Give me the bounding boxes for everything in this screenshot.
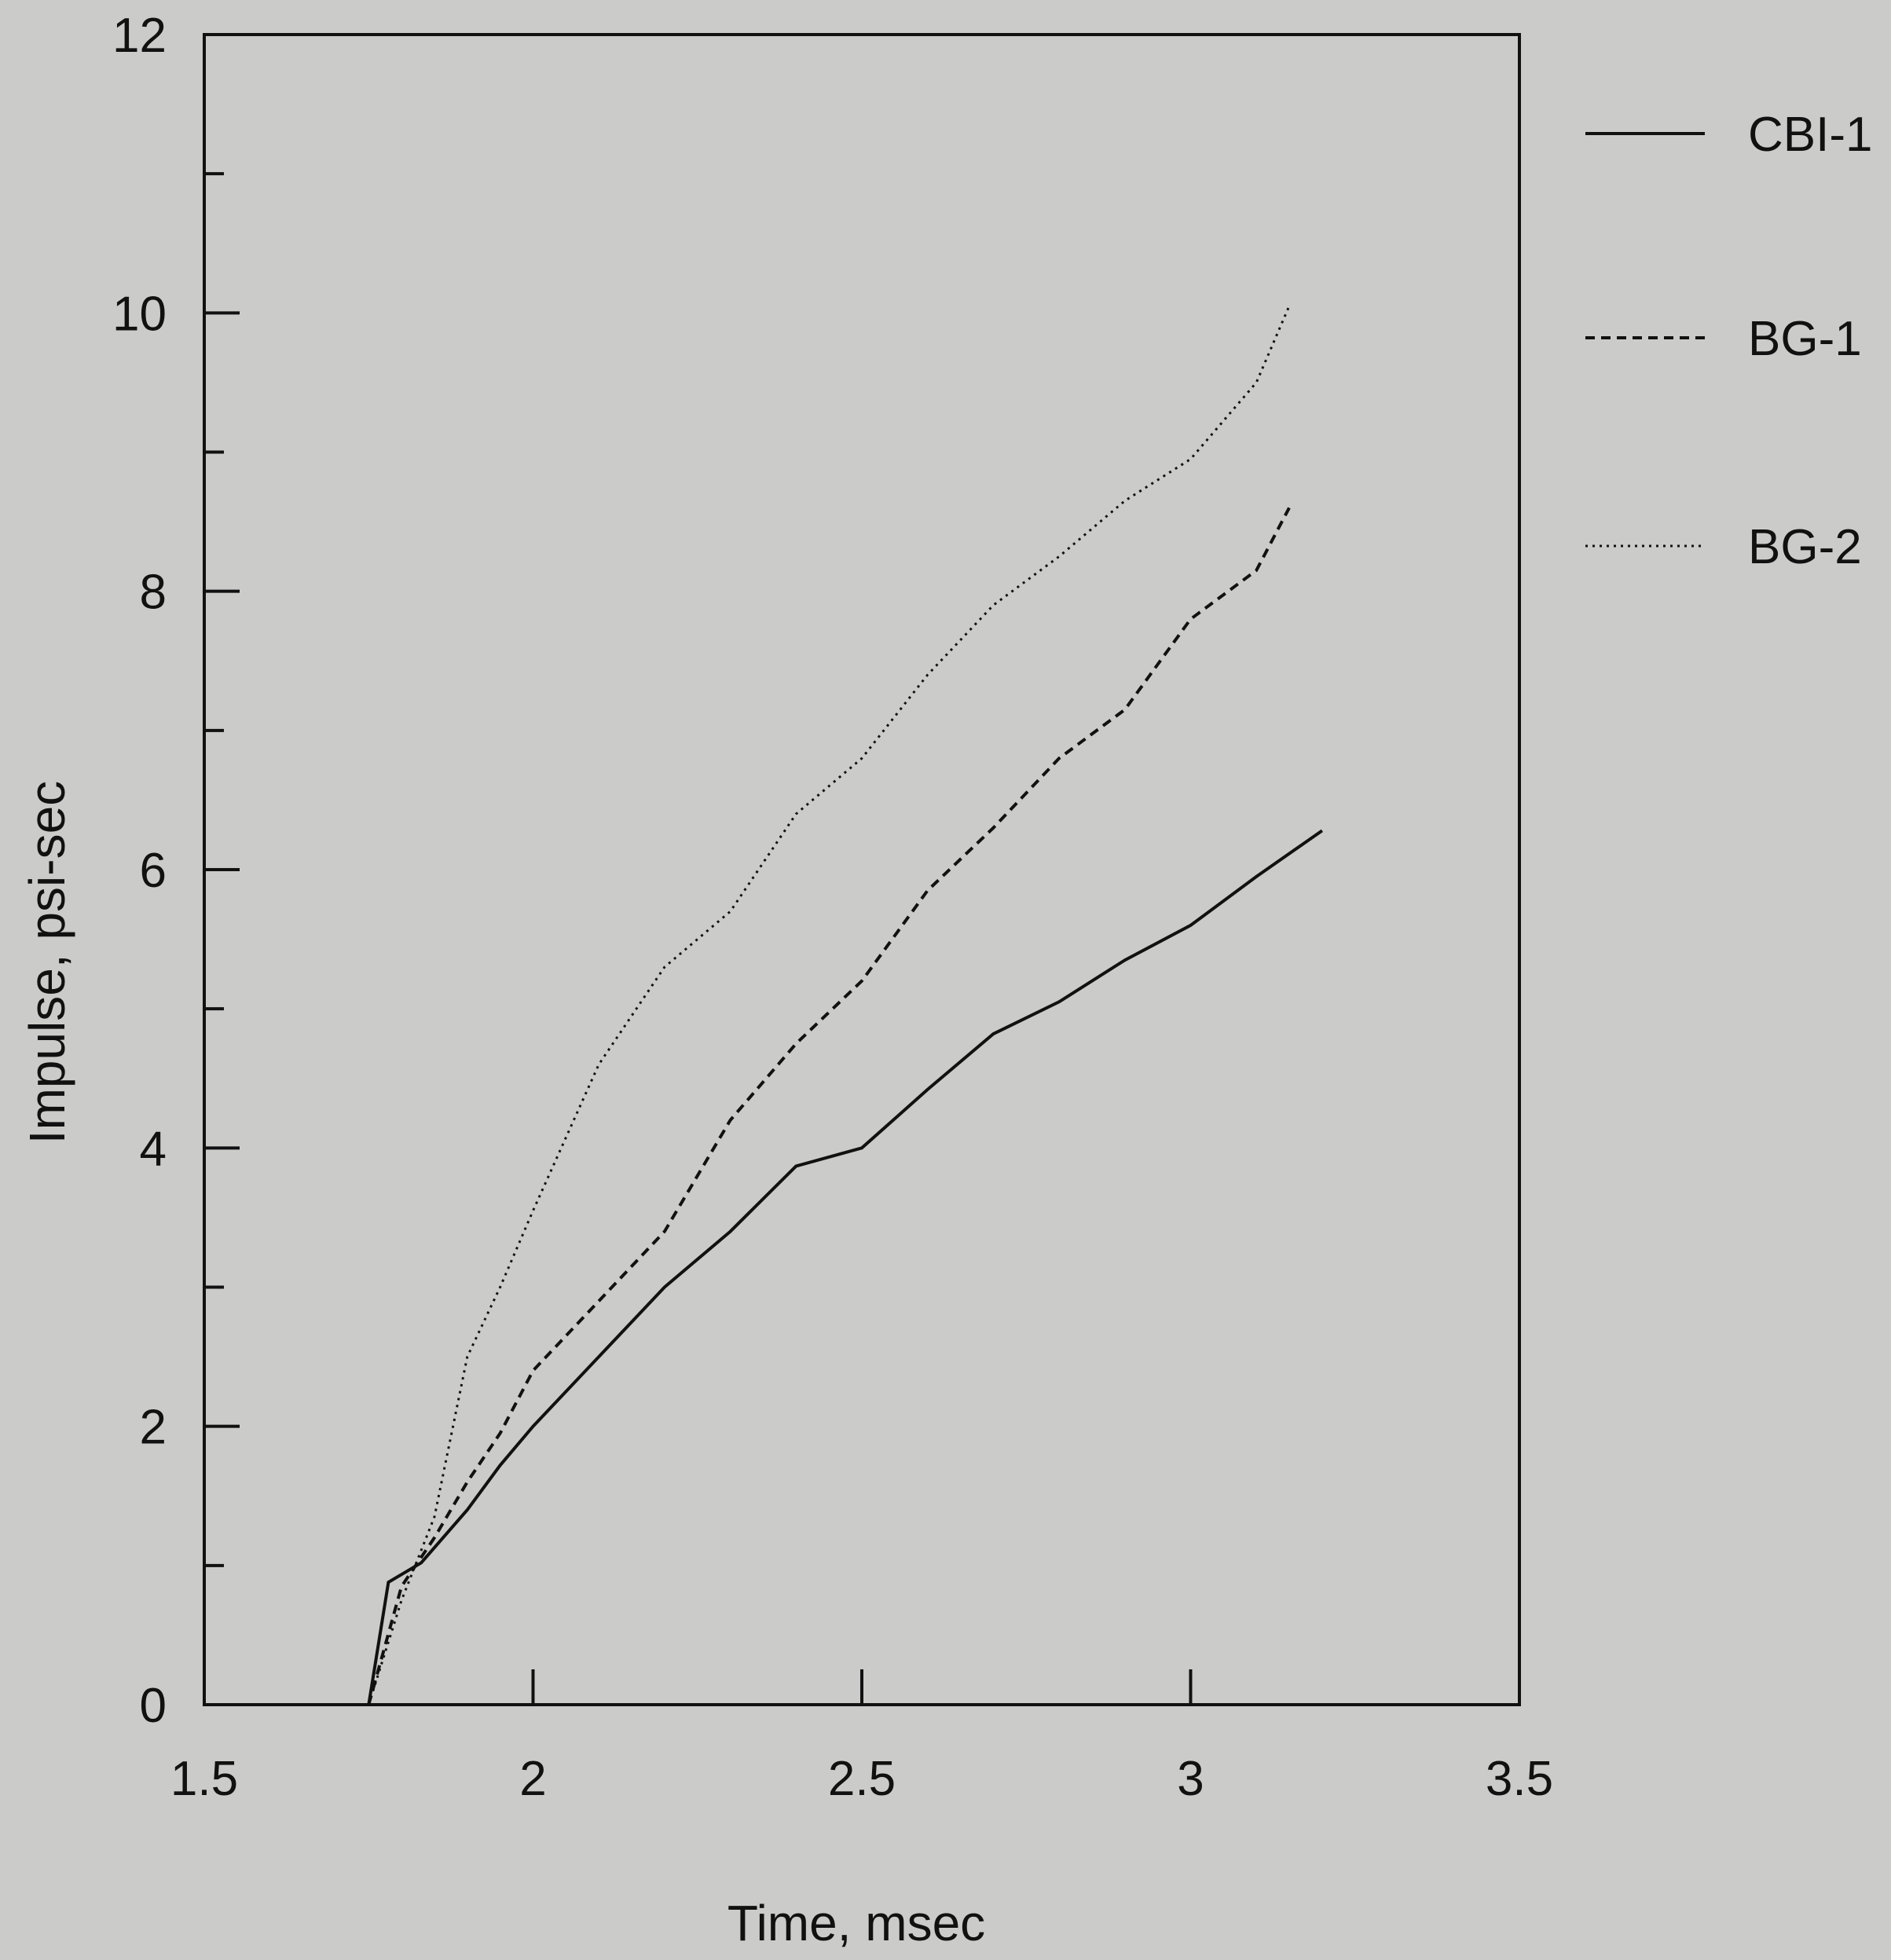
x-tick-label: 1.5 <box>170 1752 238 1806</box>
y-axis-ticks: 0 2 4 6 8 10 12 <box>112 9 240 1733</box>
legend: CBI-1 BG-1 BG-2 <box>1585 108 1872 574</box>
y-axis-label: Impulse, psi-sec <box>19 781 75 1144</box>
legend-label-bg-2: BG-2 <box>1748 520 1862 574</box>
x-tick-label: 3 <box>1177 1752 1204 1806</box>
y-tick-label: 6 <box>140 844 167 898</box>
x-axis-label: Time, msec <box>727 1895 985 1951</box>
y-tick-label: 8 <box>140 566 167 620</box>
legend-label-bg-1: BG-1 <box>1748 312 1862 366</box>
y-tick-label: 10 <box>112 287 167 341</box>
series-layer <box>367 305 1324 1705</box>
y-tick-label: 2 <box>140 1401 167 1455</box>
series-line-bg-1 <box>367 507 1291 1705</box>
x-tick-label: 2.5 <box>828 1752 896 1806</box>
x-axis-ticks: 1.5 2 2.5 3 3.5 <box>170 1669 1553 1806</box>
series-line-cbi-1 <box>367 829 1324 1705</box>
y-tick-label: 12 <box>112 9 167 63</box>
y-tick-label: 4 <box>140 1122 167 1176</box>
legend-label-cbi-1: CBI-1 <box>1748 108 1872 162</box>
y-tick-label: 0 <box>140 1679 167 1733</box>
x-tick-label: 3.5 <box>1486 1752 1553 1806</box>
plot-area-frame <box>203 33 1521 1706</box>
x-tick-label: 2 <box>519 1752 546 1806</box>
series-line-bg-2 <box>367 305 1291 1705</box>
